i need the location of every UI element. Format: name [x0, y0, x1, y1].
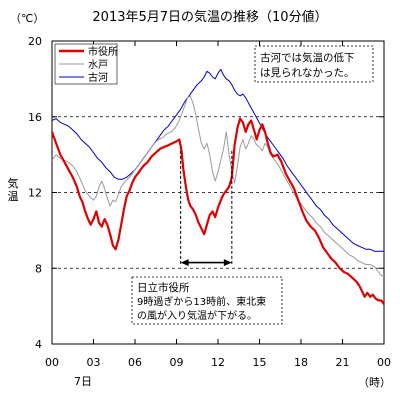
- x-unit-label: （時）: [358, 376, 391, 389]
- x-tick-label: 12: [211, 356, 225, 369]
- x-tick-label: 21: [336, 356, 350, 369]
- furukawa-note-line2: は見られなかった。: [260, 67, 355, 79]
- y-tick-label: 8: [35, 262, 42, 275]
- chart-title: 2013年5月7日の気温の推移（10分値）: [92, 9, 327, 25]
- x-tick-label: 09: [170, 356, 184, 369]
- series-line-furukawa: [51, 68, 384, 252]
- legend-label-city-office: 市役所: [88, 45, 118, 58]
- y-tick-label: 4: [35, 338, 42, 351]
- x-tick-labels: 00 03 06 09 12 15 18 21 00: [45, 41, 391, 369]
- city-note-line2: 9時過ぎから13時前、東北東: [137, 295, 266, 308]
- y-tick-label: 16: [28, 111, 42, 124]
- legend-label-mito: 水戸: [88, 59, 108, 71]
- series-lines: [50, 68, 385, 305]
- y-tick-labels: 4 8 12 16 20: [28, 35, 384, 351]
- period-arrow-head-left: [180, 259, 189, 267]
- x-tick-label: 06: [128, 356, 142, 369]
- y-axis-label-char: 温: [8, 190, 19, 203]
- x-tick-label: 00: [377, 356, 391, 369]
- series-line-mito: [51, 95, 384, 277]
- city-note-line3: の風が入り気温が下がる。: [137, 309, 257, 322]
- furukawa-note-box: [254, 45, 374, 83]
- x-tick-label: 18: [294, 356, 308, 369]
- legend-label-furukawa: 古河: [88, 71, 108, 84]
- y-axis-label-char: 気: [8, 176, 19, 190]
- period-arrow-head-right: [223, 259, 232, 267]
- y-tick-label: 20: [28, 35, 42, 48]
- y-unit-label: （℃）: [10, 12, 44, 25]
- x-tick-label: 00: [45, 356, 59, 369]
- city-annotation: 日立市役所 9時過ぎから13時前、東北東 の風が入り気温が下がる。: [131, 276, 283, 325]
- period-marker: [180, 150, 233, 267]
- y-tick-label: 12: [28, 187, 42, 200]
- x-tick-label: 15: [253, 356, 267, 369]
- city-note-box: [131, 276, 283, 325]
- legend: 市役所 水戸 古河: [54, 43, 118, 85]
- series-line-city-office: [50, 117, 385, 305]
- city-note-line1: 日立市役所: [137, 281, 190, 294]
- furukawa-note-line1: 古河では気温の低下: [260, 51, 355, 64]
- furukawa-annotation: 古河では気温の低下 は見られなかった。: [254, 45, 374, 83]
- y-axis-label: 気温: [8, 176, 19, 203]
- date-label: 7日: [74, 375, 92, 388]
- x-tick-label: 03: [87, 356, 101, 369]
- grid-lines: [52, 116, 384, 269]
